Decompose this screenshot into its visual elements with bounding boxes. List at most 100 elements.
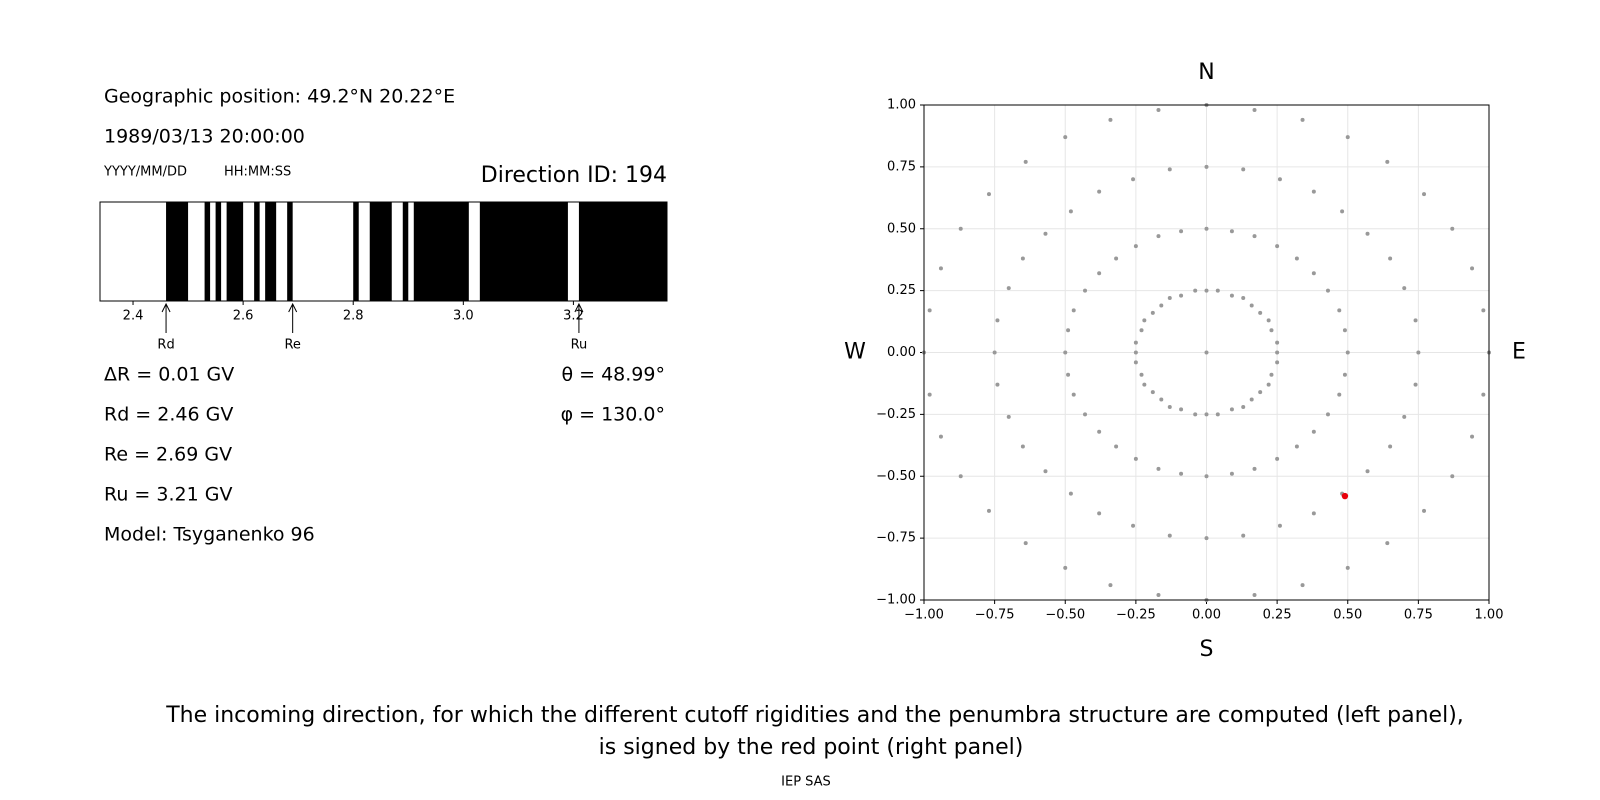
direction-point [1063,565,1068,570]
direction-point [1215,288,1220,293]
x-tick-label: −1.00 [904,608,944,623]
direction-point [1325,288,1330,293]
direction-point [1252,466,1257,471]
direction-point [1179,229,1184,234]
direction-point [1311,189,1316,194]
direction-point [1020,444,1025,449]
direction-point [1068,209,1073,214]
direction-point [1470,434,1475,439]
y-tick-label: −0.25 [876,407,916,422]
direction-point [1193,288,1198,293]
x-tick-label: 1.00 [1475,608,1504,623]
direction-point [1388,444,1393,449]
x-tick-label: 0.00 [1192,608,1221,623]
y-tick-label: −0.75 [876,531,916,546]
direction-point [1275,244,1280,249]
direction-point [1252,234,1257,239]
direction-point [1156,466,1161,471]
direction-point [995,318,1000,323]
theta: θ = 48.99° [561,364,665,386]
x-tick-label: 0.25 [1263,608,1292,623]
direction-point [1215,412,1220,417]
marker-arrow [288,302,298,333]
direction-point [1108,583,1113,588]
direction-point [1300,583,1305,588]
direction-point [1266,318,1271,323]
direction-point [1365,469,1370,474]
direction-point [1131,177,1136,182]
direction-point [1150,310,1155,315]
direction-point [995,382,1000,387]
direction-point [1252,107,1257,112]
direction-point [1083,412,1088,417]
direction-point [1097,271,1102,276]
direction-point [1481,308,1486,313]
direction-point [1204,536,1209,541]
direction-point [1269,372,1274,377]
direction-point [958,474,963,479]
direction-point [1294,256,1299,261]
direction-point [1150,390,1155,395]
direction-point [1266,382,1271,387]
forbidden-band [226,202,244,301]
direction-point [1258,310,1263,315]
y-tick-label: −1.00 [876,593,916,608]
direction-point [1241,404,1246,409]
direction-point [1167,404,1172,409]
compass-label: E [1512,340,1526,365]
direction-point [1341,492,1349,500]
direction-point [1083,288,1088,293]
time-format: HH:MM:SS [224,165,291,180]
direction-point [1481,392,1486,397]
direction-point [1311,271,1316,276]
model: Model: Tsyganenko 96 [104,524,315,546]
direction-point [1204,350,1209,355]
direction-point [1229,229,1234,234]
result: Re = 2.69 GV [104,444,232,466]
direction-point [986,508,991,513]
direction-point [1006,414,1011,419]
direction-point [1023,541,1028,546]
direction-point [1043,231,1048,236]
direction-point [1204,226,1209,231]
direction-point [1385,159,1390,164]
compass-label: W [844,340,866,365]
direction-point [938,266,943,271]
marker-label: Rd [157,338,174,353]
direction-point [1139,372,1144,377]
direction-point [1204,412,1209,417]
direction-point [1066,328,1071,333]
direction-point [1133,360,1138,365]
direction-point [1063,350,1068,355]
y-tick-label: 0.75 [887,159,916,174]
direction-point [1131,523,1136,528]
x-tick-label: 3.2 [563,309,584,324]
direction-point [1294,444,1299,449]
direction-point [1275,360,1280,365]
direction-point [1097,511,1102,516]
direction-point [1258,390,1263,395]
direction-point [1204,288,1209,293]
result: Rd = 2.46 GV [104,404,233,426]
direction-point [1342,328,1347,333]
direction-point [1133,244,1138,249]
direction-point [1108,117,1113,122]
direction-point [1249,397,1254,402]
direction-point [1159,397,1164,402]
direction-point [1006,286,1011,291]
direction-point [1114,444,1119,449]
direction-point [1277,177,1282,182]
direction-point [1311,429,1316,434]
direction-point [1385,541,1390,546]
direction-point [1097,429,1102,434]
direction-point [1133,340,1138,345]
direction-point [1204,164,1209,169]
direction-point [938,434,943,439]
direction-point [1470,266,1475,271]
x-tick-label: 2.8 [343,309,364,324]
direction-point [1068,491,1073,496]
forbidden-band [479,202,568,301]
direction-point [1167,167,1172,172]
direction-point [1388,256,1393,261]
direction-point [1402,414,1407,419]
